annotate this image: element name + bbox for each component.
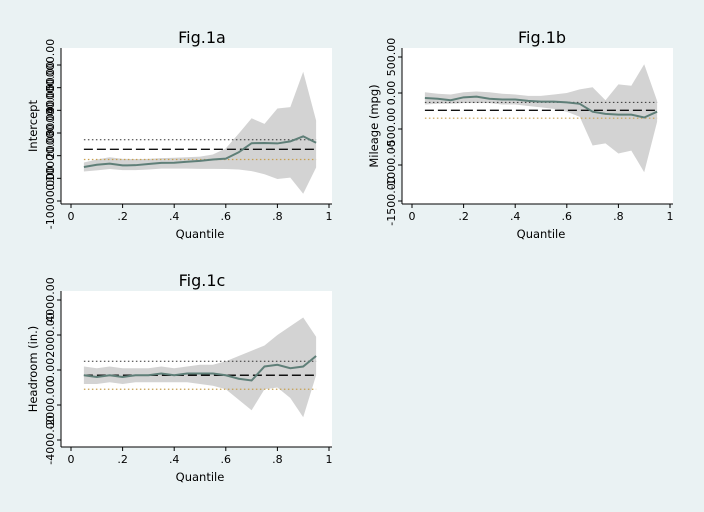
- y-tick-label: 0.00: [44, 166, 57, 191]
- x-tick-label: .4: [169, 210, 180, 223]
- y-axis-label: Mileage (mpg): [367, 84, 381, 167]
- x-tick-label: 0: [68, 210, 75, 223]
- y-tick-label: -2000.00: [44, 380, 57, 429]
- x-tick-label: .8: [613, 210, 624, 223]
- x-tick-label: .6: [221, 210, 232, 223]
- x-tick-label: .2: [117, 210, 128, 223]
- confidence-band: [83, 71, 317, 194]
- y-tick-label: -1500.00: [385, 176, 398, 225]
- confidence-band: [424, 64, 658, 173]
- y-tick-label: -4000.00: [44, 415, 57, 464]
- x-tick-label: .6: [562, 210, 573, 223]
- x-tick-label: 1: [667, 210, 674, 223]
- x-tick-label: .8: [272, 453, 283, 466]
- y-tick-label: 0.00: [385, 81, 398, 106]
- x-axis-label: Quantile: [176, 470, 225, 484]
- x-tick-label: 0: [409, 210, 416, 223]
- y-tick-label: 30000.00: [44, 84, 57, 137]
- y-tick-label: 2000.00: [44, 312, 57, 358]
- panel-title: Fig.1a: [178, 28, 226, 47]
- y-axis-label: Intercept: [26, 100, 40, 152]
- x-tick-label: 1: [326, 210, 333, 223]
- panel-fig1c: Fig.1c Headroom (in.) Quantile -4000.00-…: [26, 271, 333, 484]
- y-tick-label: 10000.00: [44, 129, 57, 182]
- y-tick-label: 500.00: [385, 38, 398, 77]
- y-tick-label: 0.00: [44, 358, 57, 383]
- y-tick-label: 20000.00: [44, 107, 57, 160]
- panel-title: Fig.1b: [518, 28, 566, 47]
- panel-fig1b: Fig.1b Mileage (mpg) Quantile -1500.00-1…: [367, 28, 674, 241]
- x-tick-label: .2: [458, 210, 469, 223]
- x-axis-label: Quantile: [517, 227, 566, 241]
- quantile-estimate-line: [83, 135, 317, 168]
- x-tick-label: .4: [510, 210, 521, 223]
- quantile-estimate-line: [83, 355, 317, 382]
- y-tick-label: 50000.00: [44, 39, 57, 92]
- y-axis-label: Headroom (in.): [26, 326, 40, 413]
- x-tick-label: 1: [326, 453, 333, 466]
- panel-fig1a: Fig.1a Intercept Quantile -10000.000.001…: [26, 28, 333, 241]
- y-tick-label: 4000.00: [44, 277, 57, 323]
- x-tick-label: 0: [68, 453, 75, 466]
- y-tick-label: -10000.00: [44, 173, 57, 229]
- panel-title: Fig.1c: [179, 271, 226, 290]
- y-tick-label: -500.00: [385, 108, 398, 150]
- x-tick-label: .6: [221, 453, 232, 466]
- y-tick-label: -1000.00: [385, 140, 398, 189]
- quantile-estimate-line: [424, 95, 658, 119]
- x-tick-label: .8: [272, 210, 283, 223]
- y-tick-label: 40000.00: [44, 61, 57, 114]
- x-tick-label: .4: [169, 453, 180, 466]
- confidence-band: [83, 317, 317, 418]
- x-axis-label: Quantile: [176, 227, 225, 241]
- x-tick-label: .2: [117, 453, 128, 466]
